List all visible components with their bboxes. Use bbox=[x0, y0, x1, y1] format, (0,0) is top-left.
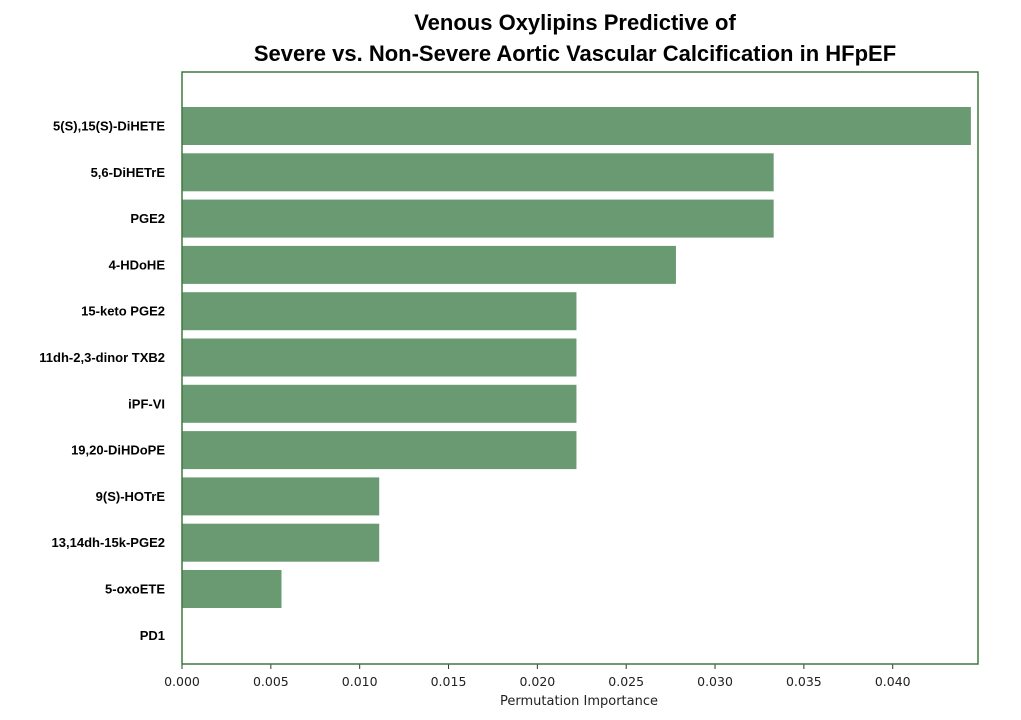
bar bbox=[182, 245, 676, 284]
chart-title-line-1: Venous Oxylipins Predictive of bbox=[414, 10, 736, 35]
chart-title-line-2: Severe vs. Non-Severe Aortic Vascular Ca… bbox=[254, 41, 896, 66]
bar bbox=[182, 338, 577, 377]
x-tick-label: 0.000 bbox=[164, 674, 200, 689]
x-tick-label: 0.030 bbox=[697, 674, 733, 689]
category-label: 5-oxoETE bbox=[105, 582, 165, 597]
bar bbox=[182, 431, 577, 470]
x-axis-label: Permutation Importance bbox=[500, 694, 658, 709]
x-tick-label: 0.020 bbox=[519, 674, 555, 689]
bar bbox=[182, 570, 282, 608]
bar bbox=[182, 477, 380, 516]
category-label: PGE2 bbox=[130, 211, 165, 226]
bar bbox=[182, 523, 380, 562]
plot-frame bbox=[181, 71, 979, 665]
category-label: 5(S),15(S)-DiHETE bbox=[53, 119, 165, 134]
x-axis-ticks: 0.000 0.005 0.010 0.015 0.020 0.025 0.030 0.035… bbox=[164, 664, 911, 689]
category-label: 4-HDoHE bbox=[109, 257, 166, 272]
bar bbox=[182, 107, 971, 145]
category-label: 5,6-DiHETrE bbox=[91, 165, 166, 180]
bar bbox=[182, 384, 577, 423]
x-tick-label: 0.010 bbox=[342, 674, 378, 689]
category-label: PD1 bbox=[140, 628, 165, 643]
bars-group bbox=[182, 107, 971, 608]
category-label: iPF-VI bbox=[128, 396, 165, 411]
bar bbox=[182, 153, 774, 192]
bar bbox=[182, 292, 577, 331]
category-label: 15-keto PGE2 bbox=[81, 304, 165, 319]
x-tick-label: 0.040 bbox=[875, 674, 911, 689]
category-labels: 5(S),15(S)-DiHETE 5,6-DiHETrE PGE2 4-HDoHE 1… bbox=[39, 119, 165, 643]
category-label: 19,20-DiHDoPE bbox=[71, 443, 165, 458]
category-label: 13,14dh-15k-PGE2 bbox=[52, 535, 165, 550]
category-label: 9(S)-HOTrE bbox=[96, 489, 166, 504]
x-tick-label: 0.025 bbox=[608, 674, 644, 689]
x-tick-label: 0.015 bbox=[431, 674, 467, 689]
category-label: 11dh-2,3-dinor TXB2 bbox=[39, 350, 165, 365]
bar bbox=[182, 199, 774, 238]
x-tick-label: 0.005 bbox=[253, 674, 289, 689]
x-tick-label: 0.035 bbox=[786, 674, 822, 689]
